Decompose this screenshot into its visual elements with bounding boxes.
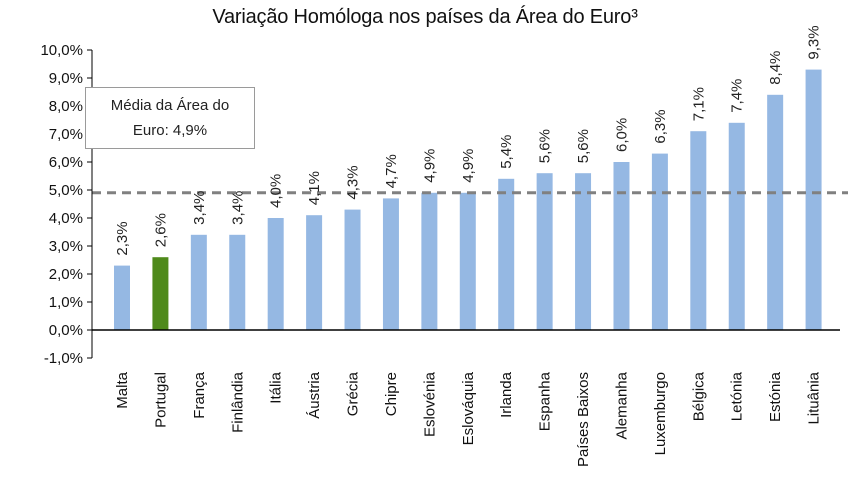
- average-annotation-line2: Euro: 4,9%: [132, 122, 208, 139]
- x-tick-label: Espanha: [537, 371, 554, 431]
- bar: [344, 209, 361, 330]
- data-label: 7,4%: [729, 79, 746, 113]
- bar: [613, 162, 630, 330]
- x-tick-label: Irlanda: [498, 371, 515, 418]
- x-tick-label: Eslovénia: [421, 371, 438, 437]
- x-tick-label: França: [191, 371, 208, 418]
- data-label: 3,4%: [191, 191, 208, 225]
- x-tick-label: Finlândia: [229, 371, 246, 433]
- data-label: 4,3%: [345, 165, 362, 199]
- bar: [267, 218, 284, 330]
- data-label: 4,1%: [306, 171, 323, 205]
- x-axis-labels-group: Malta Portugal França Finlândia Itália Áustri…: [114, 371, 823, 467]
- y-tick-label: 7,0%: [49, 126, 83, 143]
- bar: [382, 198, 399, 330]
- chart-title: Variação Homóloga nos países da Área do …: [212, 6, 638, 28]
- average-annotation-line1: Média da Área do: [110, 97, 230, 114]
- y-tick-label: 0,0%: [49, 322, 83, 339]
- x-tick-label: Grécia: [345, 371, 362, 416]
- data-label: 4,9%: [460, 149, 477, 183]
- bar: [229, 234, 246, 330]
- bar: [651, 153, 668, 330]
- y-tick-label: 8,0%: [49, 98, 83, 115]
- data-label: 5,4%: [498, 135, 515, 169]
- y-tick-label: 1,0%: [49, 294, 83, 311]
- bar: [114, 265, 130, 330]
- bar: [575, 173, 592, 330]
- bar: [767, 94, 784, 330]
- x-tick-label: Portugal: [152, 372, 169, 428]
- x-tick-label: Países Baixos: [575, 372, 592, 467]
- y-tick-label: 9,0%: [49, 70, 83, 87]
- bar: [152, 257, 169, 330]
- x-tick-label: Alemanha: [613, 371, 630, 439]
- y-tick-label: 4,0%: [49, 210, 83, 227]
- y-axis-ticks: -1,0% 0,0% 1,0% 2,0% 3,0% 4,0% 5,0% 6,0% 7,0% 8,0…: [40, 42, 92, 367]
- bar: [498, 178, 515, 330]
- data-label: 6,0%: [613, 118, 630, 152]
- y-tick-label: 5,0%: [49, 182, 83, 199]
- data-label: 6,3%: [652, 109, 669, 143]
- data-label: 8,4%: [767, 51, 784, 85]
- y-tick-label: 6,0%: [49, 154, 83, 171]
- data-label: 7,1%: [690, 87, 707, 121]
- bar: [190, 234, 207, 330]
- data-label: 5,6%: [575, 129, 592, 163]
- x-tick-label: Estónia: [767, 371, 784, 422]
- x-tick-label: Malta: [114, 371, 131, 408]
- bar: [728, 122, 745, 330]
- bars-group: [114, 69, 822, 330]
- data-label: 5,6%: [537, 129, 554, 163]
- y-tick-label: -1,0%: [44, 350, 83, 367]
- data-labels-group: 2,3% 2,6% 3,4% 3,4% 4,0% 4,1% 4,3% 4,7% 4,9% 4,9%…: [114, 25, 823, 255]
- y-tick-label: 10,0%: [40, 42, 83, 59]
- x-tick-label: Áustria: [306, 371, 323, 418]
- bar: [421, 192, 438, 330]
- bar: [690, 131, 707, 330]
- data-label: 4,9%: [421, 149, 438, 183]
- bar: [805, 69, 822, 330]
- x-tick-label: Bélgica: [690, 371, 707, 421]
- x-tick-label: Eslováquia: [460, 371, 477, 445]
- bar: [536, 173, 553, 330]
- data-label: 9,3%: [806, 25, 823, 59]
- data-label: 3,4%: [229, 191, 246, 225]
- bar: [459, 192, 476, 330]
- average-annotation-box: Média da Área do Euro: 4,9%: [85, 87, 255, 149]
- data-label: 2,3%: [114, 221, 131, 255]
- data-label: 2,6%: [152, 213, 169, 247]
- data-label: 4,0%: [268, 174, 285, 208]
- x-tick-label: Lituânia: [806, 371, 823, 424]
- y-tick-label: 2,0%: [49, 266, 83, 283]
- x-tick-label: Letónia: [729, 371, 746, 421]
- x-tick-label: Luxemburgo: [652, 372, 669, 455]
- x-tick-label: Itália: [268, 371, 285, 403]
- bar: [306, 215, 323, 330]
- x-tick-label: Chipre: [383, 372, 400, 416]
- data-label: 4,7%: [383, 154, 400, 188]
- y-tick-label: 3,0%: [49, 238, 83, 255]
